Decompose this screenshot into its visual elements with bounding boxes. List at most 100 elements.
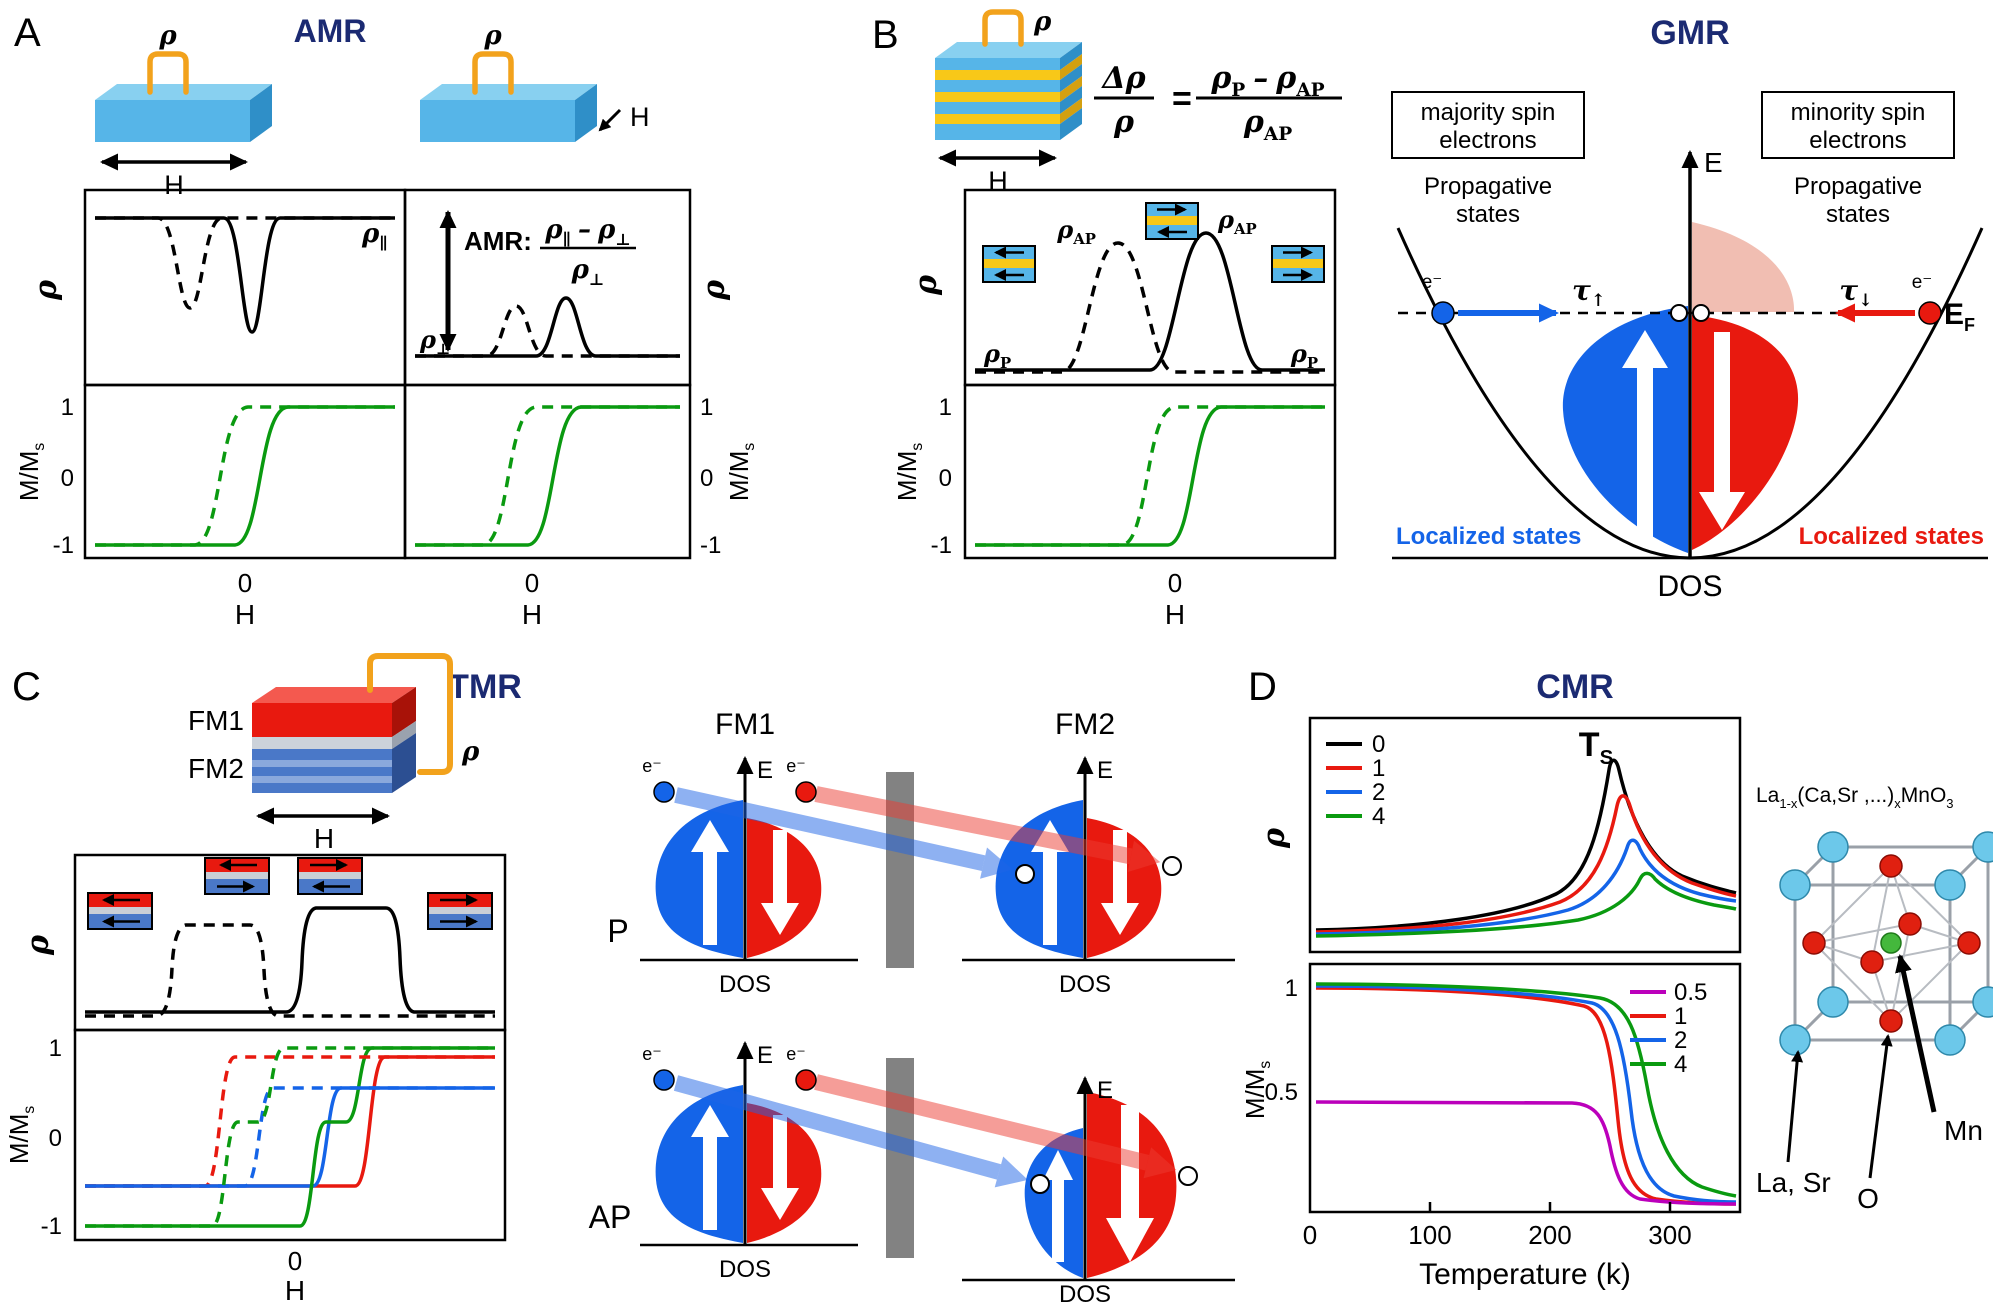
amr-device-perpendicular-icon: ρ H bbox=[420, 21, 650, 142]
ytick: 1 bbox=[700, 394, 713, 421]
amr-formula-prefix: AMR: bbox=[464, 226, 532, 256]
electron-icon bbox=[795, 1069, 817, 1091]
electron-icon bbox=[653, 781, 675, 803]
dos-label: DOS bbox=[1059, 971, 1111, 998]
minority-box-line1: minority spin bbox=[1791, 99, 1926, 126]
ap-right-electrode: E DOS bbox=[962, 1076, 1235, 1304]
multilayer-state-icon-parallel-right bbox=[1271, 245, 1325, 283]
field-label: H bbox=[314, 823, 334, 854]
electron-label: e⁻ bbox=[1912, 272, 1933, 293]
m-curve-x2 bbox=[1315, 984, 1737, 1204]
m-curve-dashed bbox=[95, 405, 395, 547]
ytick: 0 bbox=[939, 465, 952, 492]
m-curve-x4 bbox=[1315, 982, 1737, 1198]
panel-d-label: D bbox=[1248, 665, 1277, 709]
amr-formula-numerator: ρ∥ – ρ⊥ bbox=[544, 215, 631, 249]
rho-curve-x1 bbox=[1315, 794, 1737, 934]
fm2-header: FM2 bbox=[1055, 708, 1115, 741]
panel-a-title: AMR bbox=[294, 13, 367, 49]
m-axis-label: M/Ms bbox=[4, 1106, 38, 1165]
p-right-electrode: E DOS bbox=[962, 756, 1235, 998]
rho-axis-label: ρ bbox=[21, 934, 56, 956]
spin-down-arrow-icon bbox=[1101, 830, 1139, 935]
legend-item: 2 bbox=[1674, 1027, 1687, 1054]
m-curve-green-dashed bbox=[85, 1046, 495, 1228]
electron-minority-icon bbox=[1918, 301, 1942, 325]
field-label: H bbox=[988, 166, 1008, 196]
perovskite-structure: La1-x(Ca,Sr ,...)xMnO3 La, Sr O Mn bbox=[1756, 784, 1993, 1214]
rho-perp-curve-solid bbox=[415, 296, 680, 358]
m-axis-label: M/Ms bbox=[14, 443, 48, 502]
legend-item: 2 bbox=[1372, 779, 1385, 806]
tunneling-arrow-majority bbox=[674, 787, 1013, 879]
probe-rho-label: ρ bbox=[483, 21, 502, 51]
hole-state-icon bbox=[1015, 864, 1035, 884]
rho-ap-label: ρAP bbox=[1217, 205, 1257, 238]
dos-label: DOS bbox=[719, 971, 771, 998]
spin-up-arrow-icon bbox=[1031, 820, 1069, 945]
rho-parallel-curve-solid bbox=[95, 216, 395, 334]
xtick: 100 bbox=[1408, 1220, 1451, 1250]
spin-up-arrow-icon bbox=[691, 820, 729, 945]
o-label: O bbox=[1857, 1183, 1879, 1214]
panel-c-tmr: C TMR FM1 FM2 ρ H ρ bbox=[4, 653, 522, 1304]
legend-item: 0 bbox=[1372, 731, 1385, 758]
gmr-m-plot bbox=[963, 383, 1337, 560]
localized-states-left-label: Localized states bbox=[1396, 523, 1581, 550]
legend-item: 4 bbox=[1674, 1051, 1687, 1078]
ytick: -1 bbox=[700, 532, 721, 559]
tunnel-barrier bbox=[886, 1058, 914, 1258]
ytick: 1 bbox=[61, 394, 74, 421]
ap-left-electrode: E DOS bbox=[640, 1041, 858, 1283]
field-label: H bbox=[630, 102, 650, 132]
cmr-rho-plot bbox=[1308, 716, 1742, 954]
wire-probe-icon bbox=[472, 51, 514, 95]
dos-label: DOS bbox=[1657, 570, 1722, 603]
rho-perp-curve-dashed bbox=[415, 304, 680, 358]
panel-c-label: C bbox=[12, 665, 41, 709]
fermi-level-label: EF bbox=[1944, 298, 1975, 335]
ytick: 0 bbox=[61, 465, 74, 492]
gmr-multilayer-stack-icon: ρ H bbox=[935, 7, 1082, 196]
electron-label: e⁻ bbox=[786, 756, 806, 776]
hole-state-icon bbox=[1178, 1166, 1198, 1186]
minority-box-line2: electrons bbox=[1809, 127, 1906, 154]
xtick: 0 bbox=[1303, 1220, 1317, 1250]
m-curve-solid bbox=[975, 405, 1325, 547]
rho-parallel-label: ρ∥ bbox=[361, 219, 388, 253]
rho-axis-label: ρ bbox=[29, 279, 64, 301]
majority-lobe bbox=[655, 1085, 743, 1243]
m-curve-blue-solid bbox=[85, 1086, 495, 1188]
xaxis-label: H bbox=[235, 599, 255, 630]
probe-rho-label: ρ bbox=[461, 737, 480, 767]
multilayer-state-icon-parallel-left bbox=[982, 245, 1036, 283]
rho-p-label: ρP bbox=[1290, 339, 1318, 372]
majority-lobe bbox=[995, 800, 1083, 958]
legend-item: 0.5 bbox=[1674, 979, 1707, 1006]
probe-rho-label: ρ bbox=[158, 21, 177, 51]
p-left-electrode: E DOS bbox=[640, 756, 858, 998]
minority-empty-states-lobe bbox=[1692, 222, 1795, 312]
minority-spin-box bbox=[1761, 91, 1955, 159]
electron-label: e⁻ bbox=[1422, 272, 1443, 293]
o-atoms bbox=[1802, 854, 1981, 1033]
gmr-title: GMR bbox=[1650, 14, 1729, 52]
spin-down-arrow-icon bbox=[1699, 332, 1745, 530]
formula-denominator: ρAP bbox=[1243, 105, 1292, 145]
panel-b-gmr: B ρ H Δρ ρ = ρP – ρAP ρAP ρ ρAP ρAP ρP ρP bbox=[872, 7, 1342, 630]
m-curve-red-dashed bbox=[85, 1055, 495, 1188]
rho-ap-label: ρAP bbox=[1056, 215, 1096, 248]
xaxis-label: H bbox=[522, 599, 542, 630]
spin-down-arrow-icon bbox=[761, 1115, 799, 1220]
panel-b-label: B bbox=[872, 13, 899, 57]
majority-box-line2: electrons bbox=[1439, 127, 1536, 154]
gmr-dos-diagram: GMR majority spin electrons minority spi… bbox=[1391, 14, 1988, 603]
majority-lobe bbox=[655, 800, 743, 958]
energy-axis-label: E bbox=[1097, 1077, 1113, 1104]
panel-d-title: CMR bbox=[1536, 668, 1613, 706]
spin-down-arrow-icon bbox=[1106, 1105, 1154, 1262]
xtick: 200 bbox=[1528, 1220, 1571, 1250]
xtick-zero: 0 bbox=[288, 1246, 302, 1276]
junction-state-icon-parallel-left bbox=[87, 892, 153, 930]
